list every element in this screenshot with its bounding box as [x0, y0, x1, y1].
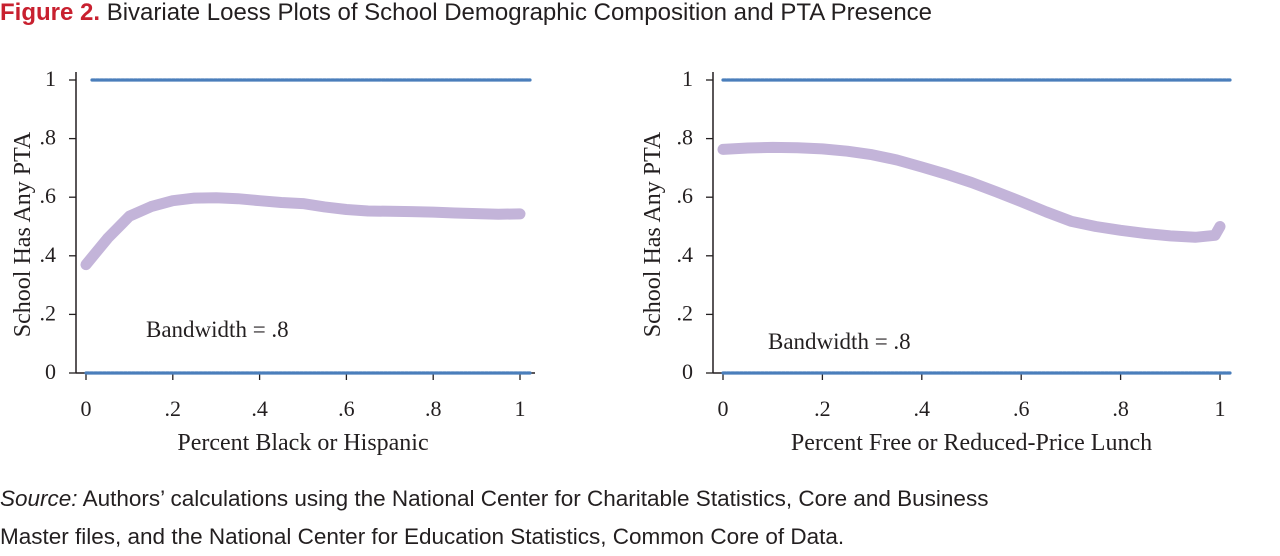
figure-title-text: Bivariate Loess Plots of School Demograp…: [106, 0, 933, 26]
y-axis-label: School Has Any PTA: [640, 131, 666, 337]
x-tick-label: .2: [165, 396, 182, 421]
x-tick-label: 0: [81, 396, 92, 421]
y-tick-label: 0: [45, 359, 56, 384]
y-tick-label: 1: [682, 66, 693, 91]
y-tick-label: .2: [40, 300, 57, 325]
y-tick-label: .6: [40, 183, 57, 208]
chart-panel-1: 0 .2 .4 .6 .8 1 0 .2 .4 .6 .8 1 Percent Black or His…: [10, 66, 535, 456]
x-tick-label: .4: [914, 396, 931, 421]
x-tick-label: .4: [251, 396, 268, 421]
x-tick-label: 0: [718, 396, 729, 421]
y-tick-label: .4: [677, 242, 694, 267]
source-text-1: Authors’ calculations using the National…: [82, 486, 989, 511]
source-line-1: Source: Authors’ calculations using the …: [0, 480, 1280, 518]
loess-curve: [717, 141, 1226, 243]
bandwidth-annotation: Bandwidth = .8: [768, 329, 911, 354]
x-axis-label: Percent Black or Hispanic: [177, 430, 428, 456]
y-tick-label: .8: [677, 125, 694, 150]
y-tick-label: .4: [40, 242, 57, 267]
source-text-2: Master files, and the National Center fo…: [0, 524, 845, 549]
figure-title: Figure 2. Bivariate Loess Plots of Schoo…: [0, 0, 932, 28]
x-tick-label: .8: [1112, 396, 1129, 421]
y-tick-label: .2: [677, 300, 694, 325]
source-label: Source:: [0, 486, 78, 511]
figure-label: Figure 2.: [0, 0, 101, 26]
y-tick-label: 0: [682, 359, 693, 384]
x-axis-label: Percent Free or Reduced-Price Lunch: [791, 430, 1152, 456]
x-tick-label: .6: [338, 396, 355, 421]
y-axis-label: School Has Any PTA: [10, 131, 36, 337]
charts-container: 0 .2 .4 .6 .8 1 0 .2 .4 .6 .8 1 Percent Black or His…: [10, 66, 1232, 456]
y-tick-label: .8: [40, 125, 57, 150]
y-tick-label: 1: [45, 66, 56, 91]
x-tick-label: .2: [814, 396, 831, 421]
chart-panel-2: 0 .2 .4 .6 .8 1 0 .2 .4 .6 .8 1 Percent Free or Redu…: [640, 66, 1232, 456]
x-tick-label: 1: [515, 396, 526, 421]
loess-curve: [80, 192, 526, 271]
x-tick-label: .8: [425, 396, 442, 421]
x-tick-label: .6: [1013, 396, 1030, 421]
bandwidth-annotation: Bandwidth = .8: [146, 317, 289, 342]
source-note: Source: Authors’ calculations using the …: [0, 480, 1280, 556]
y-tick-label: .6: [677, 183, 694, 208]
x-tick-label: 1: [1215, 396, 1226, 421]
